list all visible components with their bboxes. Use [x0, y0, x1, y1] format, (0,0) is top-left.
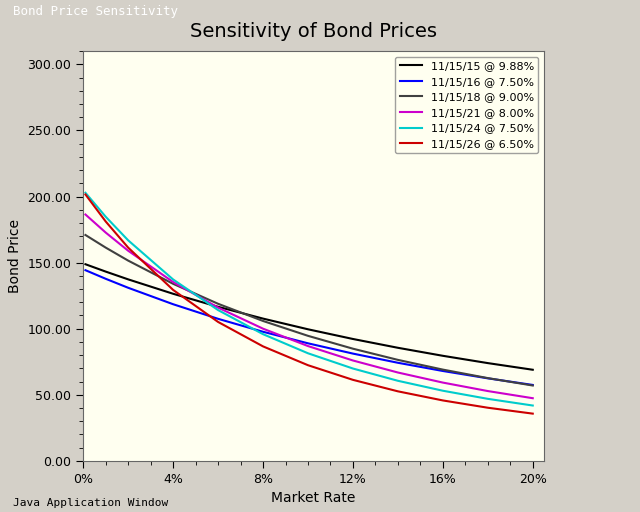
11/15/15 @ 9.88%	[304, 326, 312, 332]
11/15/24 @ 7.50%	[304, 350, 312, 356]
11/15/16 @ 7.50%	[529, 382, 536, 388]
Line: 11/15/18 @ 9.00%: 11/15/18 @ 9.00%	[86, 235, 532, 386]
11/15/18 @ 9.00%	[304, 333, 312, 339]
Line: 11/15/16 @ 7.50%: 11/15/16 @ 7.50%	[86, 270, 532, 385]
11/15/24 @ 7.50%	[102, 214, 109, 220]
11/15/21 @ 8.00%	[102, 229, 109, 236]
11/15/16 @ 7.50%	[349, 351, 356, 357]
11/15/18 @ 9.00%	[82, 232, 90, 238]
11/15/18 @ 9.00%	[259, 318, 267, 324]
11/15/21 @ 8.00%	[439, 379, 447, 386]
11/15/24 @ 7.50%	[214, 307, 222, 313]
11/15/26 @ 6.50%	[304, 362, 312, 368]
11/15/21 @ 8.00%	[259, 326, 267, 332]
11/15/26 @ 6.50%	[349, 377, 356, 383]
11/15/26 @ 6.50%	[82, 191, 90, 198]
11/15/16 @ 7.50%	[102, 275, 109, 282]
11/15/21 @ 8.00%	[82, 211, 90, 218]
11/15/15 @ 9.88%	[82, 261, 90, 267]
11/15/26 @ 6.50%	[124, 245, 132, 251]
11/15/21 @ 8.00%	[124, 248, 132, 254]
11/15/15 @ 9.88%	[484, 360, 492, 366]
11/15/18 @ 9.00%	[529, 382, 536, 389]
11/15/24 @ 7.50%	[82, 190, 90, 196]
11/15/21 @ 8.00%	[214, 305, 222, 311]
Title: Sensitivity of Bond Prices: Sensitivity of Bond Prices	[190, 23, 437, 41]
11/15/21 @ 8.00%	[349, 357, 356, 364]
11/15/15 @ 9.88%	[394, 345, 402, 351]
X-axis label: Market Rate: Market Rate	[271, 491, 356, 505]
11/15/24 @ 7.50%	[529, 402, 536, 409]
11/15/21 @ 8.00%	[304, 343, 312, 349]
11/15/16 @ 7.50%	[259, 329, 267, 335]
11/15/24 @ 7.50%	[394, 378, 402, 384]
11/15/21 @ 8.00%	[169, 279, 177, 285]
11/15/24 @ 7.50%	[124, 237, 132, 243]
Legend: 11/15/15 @ 9.88%, 11/15/16 @ 7.50%, 11/15/18 @ 9.00%, 11/15/21 @ 8.00%, 11/15/24: 11/15/15 @ 9.88%, 11/15/16 @ 7.50%, 11/1…	[395, 57, 538, 154]
Line: 11/15/26 @ 6.50%: 11/15/26 @ 6.50%	[86, 195, 532, 414]
11/15/15 @ 9.88%	[102, 268, 109, 274]
11/15/26 @ 6.50%	[259, 344, 267, 350]
11/15/15 @ 9.88%	[349, 336, 356, 342]
Line: 11/15/21 @ 8.00%: 11/15/21 @ 8.00%	[86, 215, 532, 398]
11/15/16 @ 7.50%	[214, 316, 222, 322]
11/15/18 @ 9.00%	[102, 245, 109, 251]
11/15/24 @ 7.50%	[349, 366, 356, 372]
11/15/16 @ 7.50%	[439, 368, 447, 374]
11/15/16 @ 7.50%	[82, 267, 90, 273]
11/15/26 @ 6.50%	[394, 388, 402, 394]
11/15/15 @ 9.88%	[214, 304, 222, 310]
11/15/18 @ 9.00%	[484, 375, 492, 381]
11/15/16 @ 7.50%	[304, 340, 312, 347]
11/15/24 @ 7.50%	[439, 388, 447, 394]
11/15/15 @ 9.88%	[439, 353, 447, 359]
11/15/18 @ 9.00%	[349, 346, 356, 352]
11/15/18 @ 9.00%	[169, 281, 177, 287]
11/15/18 @ 9.00%	[124, 258, 132, 264]
11/15/15 @ 9.88%	[259, 315, 267, 322]
11/15/16 @ 7.50%	[124, 285, 132, 291]
11/15/24 @ 7.50%	[484, 396, 492, 402]
11/15/26 @ 6.50%	[529, 411, 536, 417]
11/15/16 @ 7.50%	[394, 360, 402, 366]
11/15/18 @ 9.00%	[439, 367, 447, 373]
Line: 11/15/15 @ 9.88%: 11/15/15 @ 9.88%	[86, 264, 532, 370]
Line: 11/15/24 @ 7.50%: 11/15/24 @ 7.50%	[86, 193, 532, 406]
Text: Bond Price Sensitivity: Bond Price Sensitivity	[13, 5, 178, 18]
11/15/15 @ 9.88%	[529, 367, 536, 373]
11/15/26 @ 6.50%	[102, 219, 109, 225]
11/15/15 @ 9.88%	[124, 276, 132, 283]
11/15/21 @ 8.00%	[484, 388, 492, 394]
11/15/15 @ 9.88%	[169, 291, 177, 297]
11/15/26 @ 6.50%	[214, 319, 222, 325]
Text: Java Application Window: Java Application Window	[13, 498, 168, 508]
11/15/26 @ 6.50%	[439, 397, 447, 403]
11/15/24 @ 7.50%	[259, 331, 267, 337]
Y-axis label: Bond Price: Bond Price	[8, 219, 22, 293]
11/15/21 @ 8.00%	[394, 370, 402, 376]
11/15/26 @ 6.50%	[169, 287, 177, 293]
11/15/26 @ 6.50%	[484, 404, 492, 411]
11/15/16 @ 7.50%	[484, 375, 492, 381]
11/15/18 @ 9.00%	[394, 357, 402, 363]
11/15/21 @ 8.00%	[529, 395, 536, 401]
11/15/16 @ 7.50%	[169, 301, 177, 307]
11/15/18 @ 9.00%	[214, 301, 222, 307]
11/15/24 @ 7.50%	[169, 276, 177, 283]
